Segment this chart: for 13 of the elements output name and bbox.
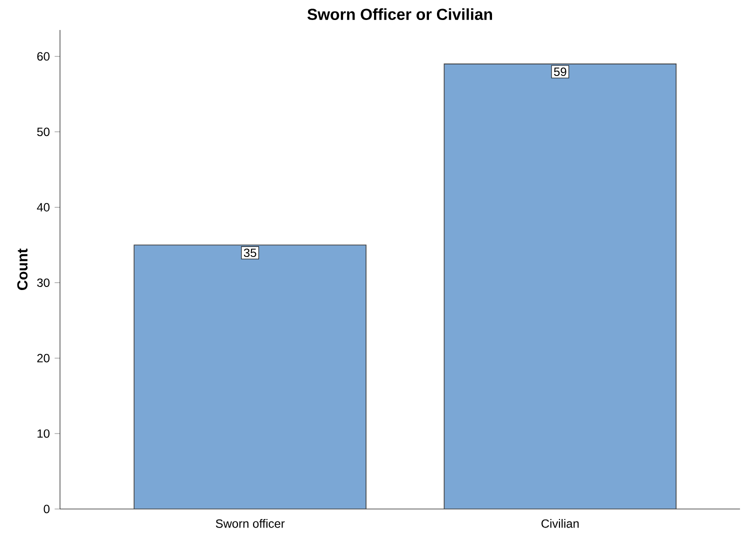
x-tick-label: Civilian: [542, 519, 579, 528]
x-tick-label: Sworn officer: [216, 519, 285, 528]
data-label: 35: [244, 248, 256, 258]
y-tick-label: 50: [37, 128, 50, 136]
y-axis-title: Count: [17, 248, 28, 290]
y-tick-label: 0: [44, 504, 50, 514]
y-tick-label: 30: [37, 278, 50, 287]
data-label: 59: [554, 68, 566, 76]
chart-title: Sworn Officer or Civilian: [307, 8, 492, 20]
y-tick-label: 10: [38, 429, 50, 438]
y-tick-label: 20: [37, 354, 50, 362]
y-tick-label: 60: [37, 52, 50, 61]
y-tick-label: 40: [36, 203, 50, 212]
